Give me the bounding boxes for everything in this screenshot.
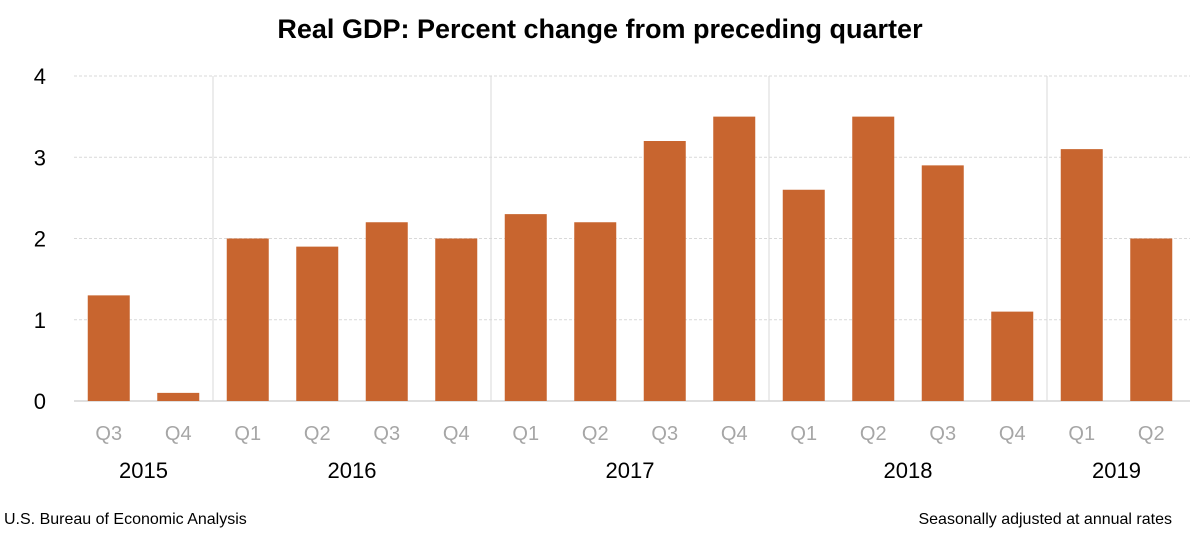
year-label: 2019 bbox=[1092, 458, 1141, 483]
x-tick-label: Q2 bbox=[1138, 423, 1165, 445]
x-tick-label: Q1 bbox=[234, 423, 261, 445]
year-label: 2015 bbox=[119, 458, 168, 483]
x-tick-label: Q3 bbox=[929, 423, 956, 445]
bar bbox=[296, 246, 339, 401]
source-note: U.S. Bureau of Economic Analysis bbox=[4, 511, 247, 528]
x-tick-label: Q3 bbox=[651, 423, 678, 445]
bar bbox=[921, 165, 964, 401]
y-tick-label: 1 bbox=[34, 308, 46, 333]
x-tick-label: Q3 bbox=[373, 423, 400, 445]
x-axis-year-labels: 2015 2016 2017 2018 2019 bbox=[119, 458, 1141, 483]
x-tick-label: Q2 bbox=[860, 423, 887, 445]
chart-title: Real GDP: Percent change from preceding … bbox=[277, 14, 923, 44]
x-tick-label: Q4 bbox=[721, 423, 748, 445]
x-tick-label: Q1 bbox=[1068, 423, 1095, 445]
x-tick-label: Q1 bbox=[790, 423, 817, 445]
bar bbox=[643, 141, 686, 401]
x-tick-label: Q2 bbox=[304, 423, 331, 445]
adjustment-note: Seasonally adjusted at annual rates bbox=[918, 511, 1172, 528]
bar bbox=[1060, 149, 1103, 401]
year-separators bbox=[212, 76, 1048, 401]
y-tick-label: 4 bbox=[34, 64, 46, 89]
year-label: 2016 bbox=[328, 458, 377, 483]
year-label: 2017 bbox=[606, 458, 655, 483]
y-tick-label: 2 bbox=[34, 227, 46, 252]
bar bbox=[365, 222, 408, 401]
x-tick-label: Q4 bbox=[999, 423, 1026, 445]
y-tick-label: 0 bbox=[34, 389, 46, 414]
x-tick-label: Q2 bbox=[582, 423, 609, 445]
x-tick-label: Q3 bbox=[95, 423, 122, 445]
bar bbox=[1130, 238, 1173, 401]
x-tick-label: Q1 bbox=[512, 423, 539, 445]
y-axis-ticks: 0 1 2 3 4 bbox=[34, 64, 46, 414]
bars bbox=[87, 116, 1173, 401]
year-label: 2018 bbox=[884, 458, 933, 483]
bar bbox=[713, 116, 756, 401]
bar bbox=[157, 392, 200, 401]
x-axis-quarter-labels: Q3 Q4 Q1 Q2 Q3 Q4 Q1 Q2 Q3 Q4 Q1 Q2 Q3 Q4 Q1 Q2 bbox=[95, 423, 1164, 445]
bar bbox=[504, 214, 547, 401]
bar bbox=[226, 238, 269, 401]
bar bbox=[87, 295, 130, 401]
x-tick-label: Q4 bbox=[443, 423, 470, 445]
bar bbox=[435, 238, 478, 401]
bar bbox=[782, 189, 825, 401]
bar bbox=[574, 222, 617, 401]
bar bbox=[852, 116, 895, 401]
x-tick-label: Q4 bbox=[165, 423, 192, 445]
bar bbox=[991, 311, 1034, 401]
y-tick-label: 3 bbox=[34, 145, 46, 170]
